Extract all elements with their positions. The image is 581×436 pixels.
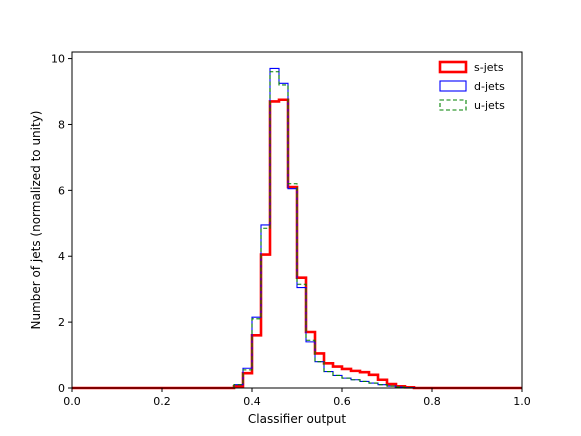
- y-tick-label: 2: [58, 316, 65, 329]
- y-tick-label: 10: [51, 53, 65, 66]
- x-tick-label: 0.6: [333, 395, 351, 408]
- y-tick-label: 6: [58, 184, 65, 197]
- x-tick-label: 0.4: [243, 395, 261, 408]
- y-tick-label: 8: [58, 118, 65, 131]
- x-tick-label: 1.0: [513, 395, 531, 408]
- x-tick-label: 0.0: [63, 395, 81, 408]
- legend-label-s-jets: s-jets: [474, 61, 504, 74]
- legend-label-u-jets: u-jets: [474, 99, 505, 112]
- x-axis: 0.0 0.2 0.4 0.6 0.8 1.0: [63, 388, 531, 408]
- x-tick-label: 0.2: [153, 395, 171, 408]
- series-layer: [72, 67, 522, 390]
- legend-swatch-u-jets: [439, 99, 467, 111]
- legend-swatch-d-jets: [439, 80, 467, 92]
- plot-frame: [71, 51, 523, 389]
- legend: s-jets d-jets u-jets: [438, 60, 505, 112]
- series-u-jets-step: [72, 71, 522, 389]
- legend-swatch-s-jets: [438, 60, 468, 74]
- y-axis-label: Number of jets (normalized to unity): [29, 111, 43, 330]
- x-tick-label: 0.8: [423, 395, 441, 408]
- legend-label-d-jets: d-jets: [474, 80, 505, 93]
- x-axis-label: Classifier output: [248, 412, 346, 426]
- y-tick-label: 0: [58, 382, 65, 395]
- y-axis: 0 2 4 6 8 10: [51, 53, 72, 395]
- y-tick-label: 4: [58, 250, 65, 263]
